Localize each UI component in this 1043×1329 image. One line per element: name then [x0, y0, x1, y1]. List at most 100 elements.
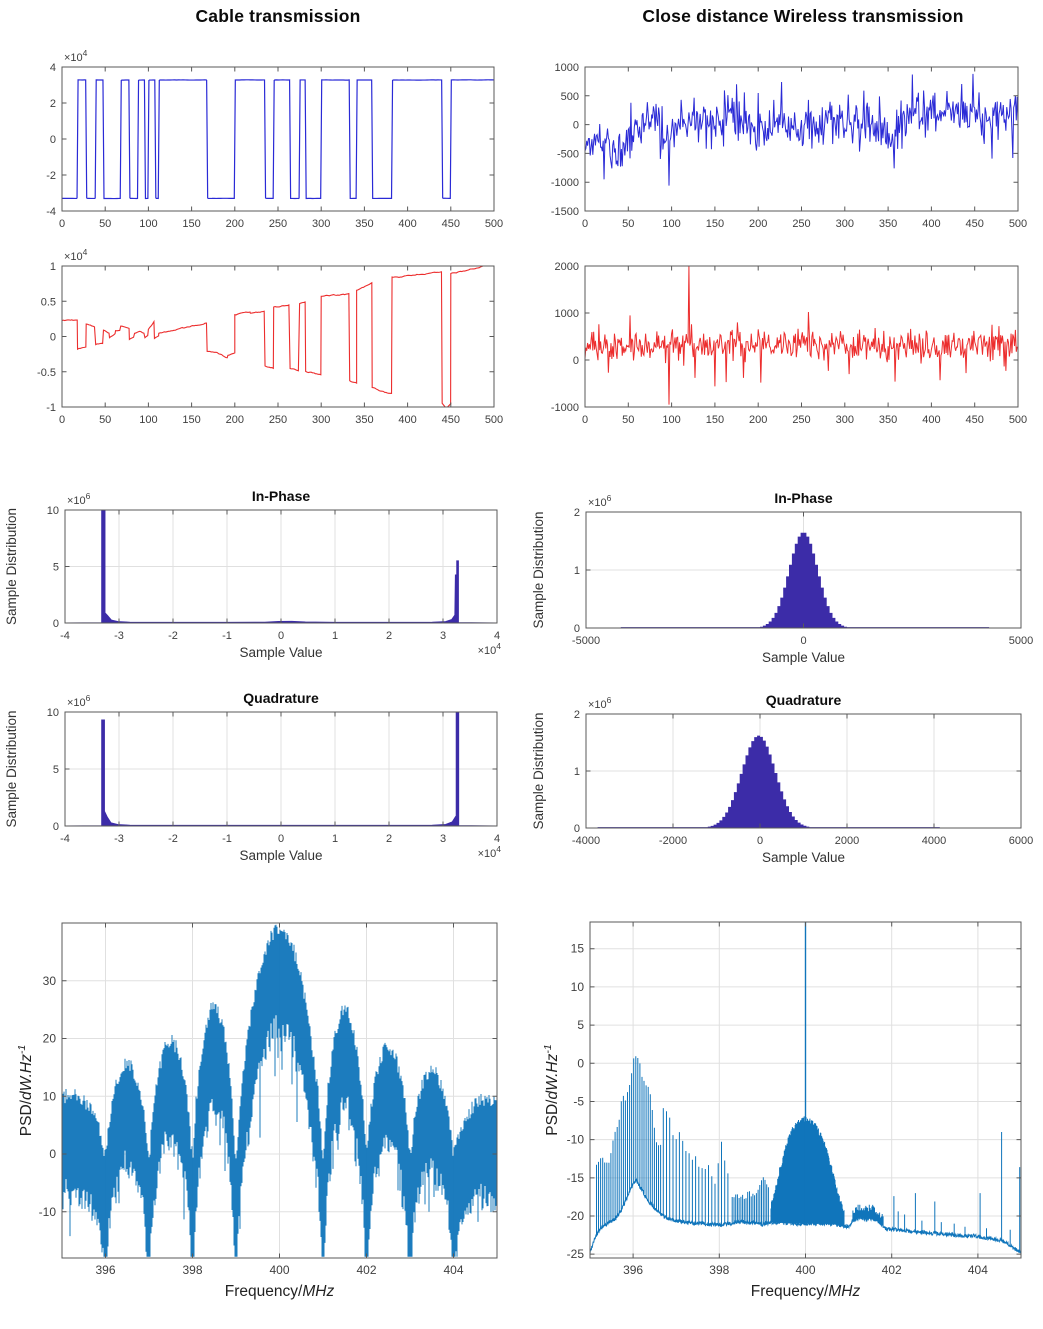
svg-text:1000: 1000 [555, 308, 579, 320]
svg-text:20: 20 [43, 1032, 57, 1046]
svg-text:3: 3 [440, 833, 446, 845]
svg-text:-4000: -4000 [572, 835, 600, 847]
svg-text:0: 0 [49, 1147, 56, 1161]
svg-text:4: 4 [494, 630, 500, 642]
svg-text:10: 10 [47, 505, 59, 517]
svg-text:-0.5: -0.5 [37, 367, 56, 379]
svg-text:2: 2 [50, 98, 56, 110]
svg-text:-15: -15 [567, 1171, 585, 1185]
svg-text:×106: ×106 [588, 695, 612, 711]
svg-text:100: 100 [139, 218, 157, 230]
svg-text:Sample Value: Sample Value [239, 645, 322, 660]
svg-text:2000: 2000 [835, 835, 859, 847]
svg-text:0: 0 [574, 623, 580, 635]
svg-text:0: 0 [573, 355, 579, 367]
svg-text:350: 350 [879, 218, 897, 230]
svg-text:6000: 6000 [1009, 835, 1033, 847]
svg-text:-500: -500 [557, 148, 579, 160]
svg-text:150: 150 [182, 414, 200, 426]
svg-text:-5000: -5000 [572, 635, 600, 647]
svg-text:-10: -10 [39, 1205, 57, 1219]
svg-text:Frequency/MHz: Frequency/MHz [751, 1283, 861, 1300]
svg-text:0: 0 [582, 218, 588, 230]
svg-text:100: 100 [662, 218, 680, 230]
svg-text:350: 350 [355, 218, 373, 230]
svg-text:1: 1 [574, 565, 580, 577]
wireless-column-title: Close distance Wireless transmission [642, 6, 964, 26]
svg-text:1: 1 [332, 630, 338, 642]
svg-text:100: 100 [662, 414, 680, 426]
svg-text:200: 200 [749, 218, 767, 230]
svg-text:2: 2 [386, 630, 392, 642]
svg-text:4000: 4000 [922, 835, 946, 847]
svg-text:402: 402 [882, 1263, 902, 1277]
svg-text:200: 200 [226, 414, 244, 426]
svg-text:350: 350 [879, 414, 897, 426]
svg-text:300: 300 [836, 414, 854, 426]
svg-text:250: 250 [792, 414, 810, 426]
svg-text:Sample Distribution: Sample Distribution [4, 710, 19, 827]
svg-text:Sample Value: Sample Value [762, 650, 845, 665]
svg-text:-20: -20 [567, 1209, 585, 1223]
svg-text:Sample Distribution: Sample Distribution [4, 508, 19, 625]
svg-text:0.5: 0.5 [41, 296, 56, 308]
svg-text:0: 0 [278, 630, 284, 642]
svg-text:0: 0 [59, 218, 65, 230]
svg-text:-1500: -1500 [551, 206, 579, 218]
chart-cable-psd: 396 398 400 402 404 -10 0 10 20 30 Frequency/MHz PS… [16, 922, 498, 1300]
chart-wireless-signal-inphase-time: 0 50 100 150 200 250 300 350 400 450 500 -1500 -1000… [551, 62, 1027, 230]
svg-text:400: 400 [398, 414, 416, 426]
svg-text:2: 2 [574, 507, 580, 519]
svg-text:396: 396 [95, 1263, 115, 1277]
svg-text:-1: -1 [222, 630, 232, 642]
svg-text:50: 50 [622, 414, 634, 426]
svg-text:-1: -1 [222, 833, 232, 845]
svg-text:-1000: -1000 [551, 177, 579, 189]
svg-text:300: 300 [312, 218, 330, 230]
svg-text:5: 5 [53, 764, 59, 776]
svg-text:3: 3 [440, 630, 446, 642]
svg-text:In-Phase: In-Phase [252, 488, 311, 504]
svg-text:2: 2 [574, 709, 580, 721]
svg-text:×106: ×106 [588, 493, 612, 509]
svg-text:Sample Distribution: Sample Distribution [531, 712, 546, 829]
chart-cable-hist-quadrature: -4 -3 -2 -1 0 1 2 3 4 0 5 10 ×106 ×104 Quadrature Sampl… [4, 690, 501, 863]
svg-text:0: 0 [59, 414, 65, 426]
svg-text:500: 500 [1009, 414, 1027, 426]
svg-text:×104: ×104 [64, 247, 88, 263]
chart-wireless-hist-quadrature: -4000 -2000 0 2000 4000 6000 0 1 2 ×106 Quadrature… [531, 692, 1033, 865]
svg-text:10: 10 [571, 980, 585, 994]
svg-text:×104: ×104 [478, 844, 502, 860]
svg-text:450: 450 [966, 414, 984, 426]
svg-text:0: 0 [53, 821, 59, 833]
svg-text:4: 4 [50, 62, 56, 74]
svg-text:400: 400 [795, 1263, 815, 1277]
svg-text:350: 350 [355, 414, 373, 426]
svg-text:400: 400 [269, 1263, 289, 1277]
svg-text:400: 400 [398, 218, 416, 230]
svg-text:-3: -3 [114, 630, 124, 642]
svg-text:1: 1 [574, 766, 580, 778]
svg-text:0: 0 [577, 1056, 584, 1070]
svg-text:×106: ×106 [67, 693, 91, 709]
svg-text:2: 2 [386, 833, 392, 845]
svg-text:×104: ×104 [478, 641, 502, 657]
svg-text:-2: -2 [168, 833, 178, 845]
svg-text:50: 50 [99, 218, 111, 230]
svg-text:5: 5 [53, 562, 59, 574]
svg-text:30: 30 [43, 974, 57, 988]
svg-text:In-Phase: In-Phase [774, 490, 833, 506]
svg-text:Frequency/MHz: Frequency/MHz [225, 1283, 335, 1300]
svg-text:400: 400 [922, 414, 940, 426]
svg-text:-25: -25 [567, 1247, 585, 1261]
svg-text:-4: -4 [46, 206, 56, 218]
svg-text:500: 500 [485, 414, 503, 426]
svg-text:402: 402 [356, 1263, 376, 1277]
svg-text:50: 50 [99, 414, 111, 426]
svg-text:396: 396 [623, 1263, 643, 1277]
svg-text:2000: 2000 [555, 261, 579, 273]
svg-text:450: 450 [966, 218, 984, 230]
svg-text:1000: 1000 [555, 62, 579, 74]
